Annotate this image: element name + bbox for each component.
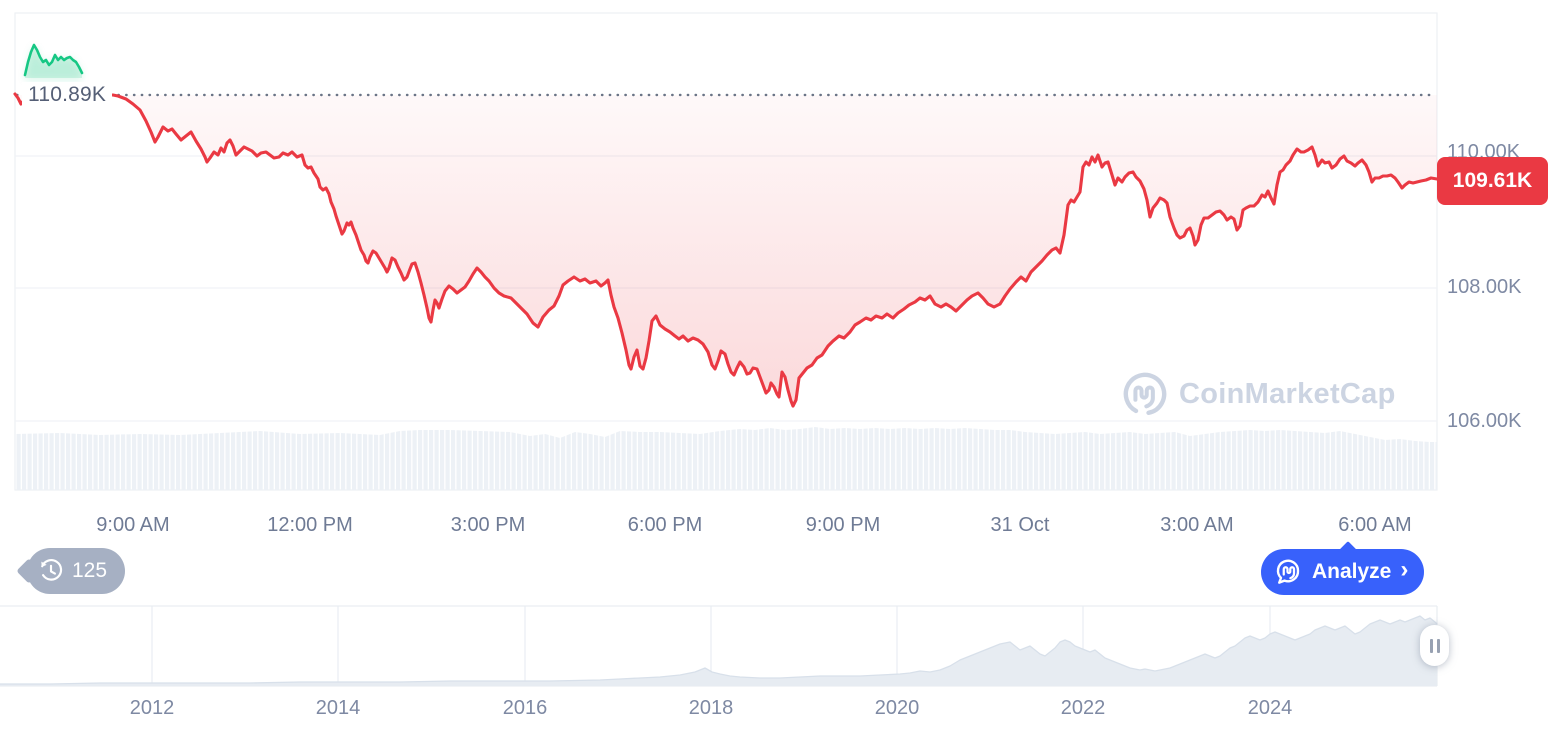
x-axis-tick-6pm: 6:00 PM [627, 514, 703, 536]
handle-grip-bar [1436, 638, 1440, 653]
watermark-text: CoinMarketCap [1179, 377, 1396, 410]
x-axis-tick-9pm: 9:00 PM [805, 514, 881, 536]
coinmarketcap-logo-icon [1122, 371, 1168, 417]
year-label-2016: 2016 [502, 697, 548, 719]
y-axis-tick-106k: 106.00K [1447, 410, 1522, 432]
x-axis-tick-9am: 9:00 AM [96, 514, 170, 536]
watermark: CoinMarketCap [1122, 371, 1396, 417]
analyze-cmc-bubble-icon [1273, 557, 1303, 587]
handle-grip-bar [1429, 638, 1433, 653]
x-axis-tick-3am: 3:00 AM [1160, 514, 1234, 536]
history-clock-icon [38, 558, 64, 584]
range-navigator[interactable] [0, 600, 1566, 692]
range-handle[interactable] [1420, 625, 1449, 666]
open-price-label: 110.89K [22, 82, 113, 108]
chevron-right-icon: › [1400, 556, 1409, 583]
x-axis-tick-6am: 6:00 AM [1338, 514, 1412, 536]
x-axis-tick-12pm: 12:00 PM [267, 514, 353, 536]
year-label-2014: 2014 [315, 697, 361, 719]
year-label-2022: 2022 [1060, 697, 1106, 719]
x-axis-tick-3pm: 3:00 PM [450, 514, 526, 536]
year-label-2020: 2020 [874, 697, 920, 719]
history-count-chip[interactable]: 125 [27, 548, 126, 594]
analyze-button-label: Analyze [1312, 560, 1392, 583]
year-label-2012: 2012 [129, 697, 175, 719]
current-price-badge: 109.61K [1437, 157, 1548, 205]
analyze-button[interactable]: Analyze › [1261, 549, 1425, 595]
x-axis-tick-31oct: 31 Oct [990, 514, 1050, 536]
year-label-2024: 2024 [1247, 697, 1293, 719]
year-label-2018: 2018 [688, 697, 734, 719]
price-chart-canvas[interactable] [0, 0, 1566, 500]
y-axis-tick-108k: 108.00K [1447, 276, 1522, 298]
history-count-value: 125 [72, 559, 108, 582]
